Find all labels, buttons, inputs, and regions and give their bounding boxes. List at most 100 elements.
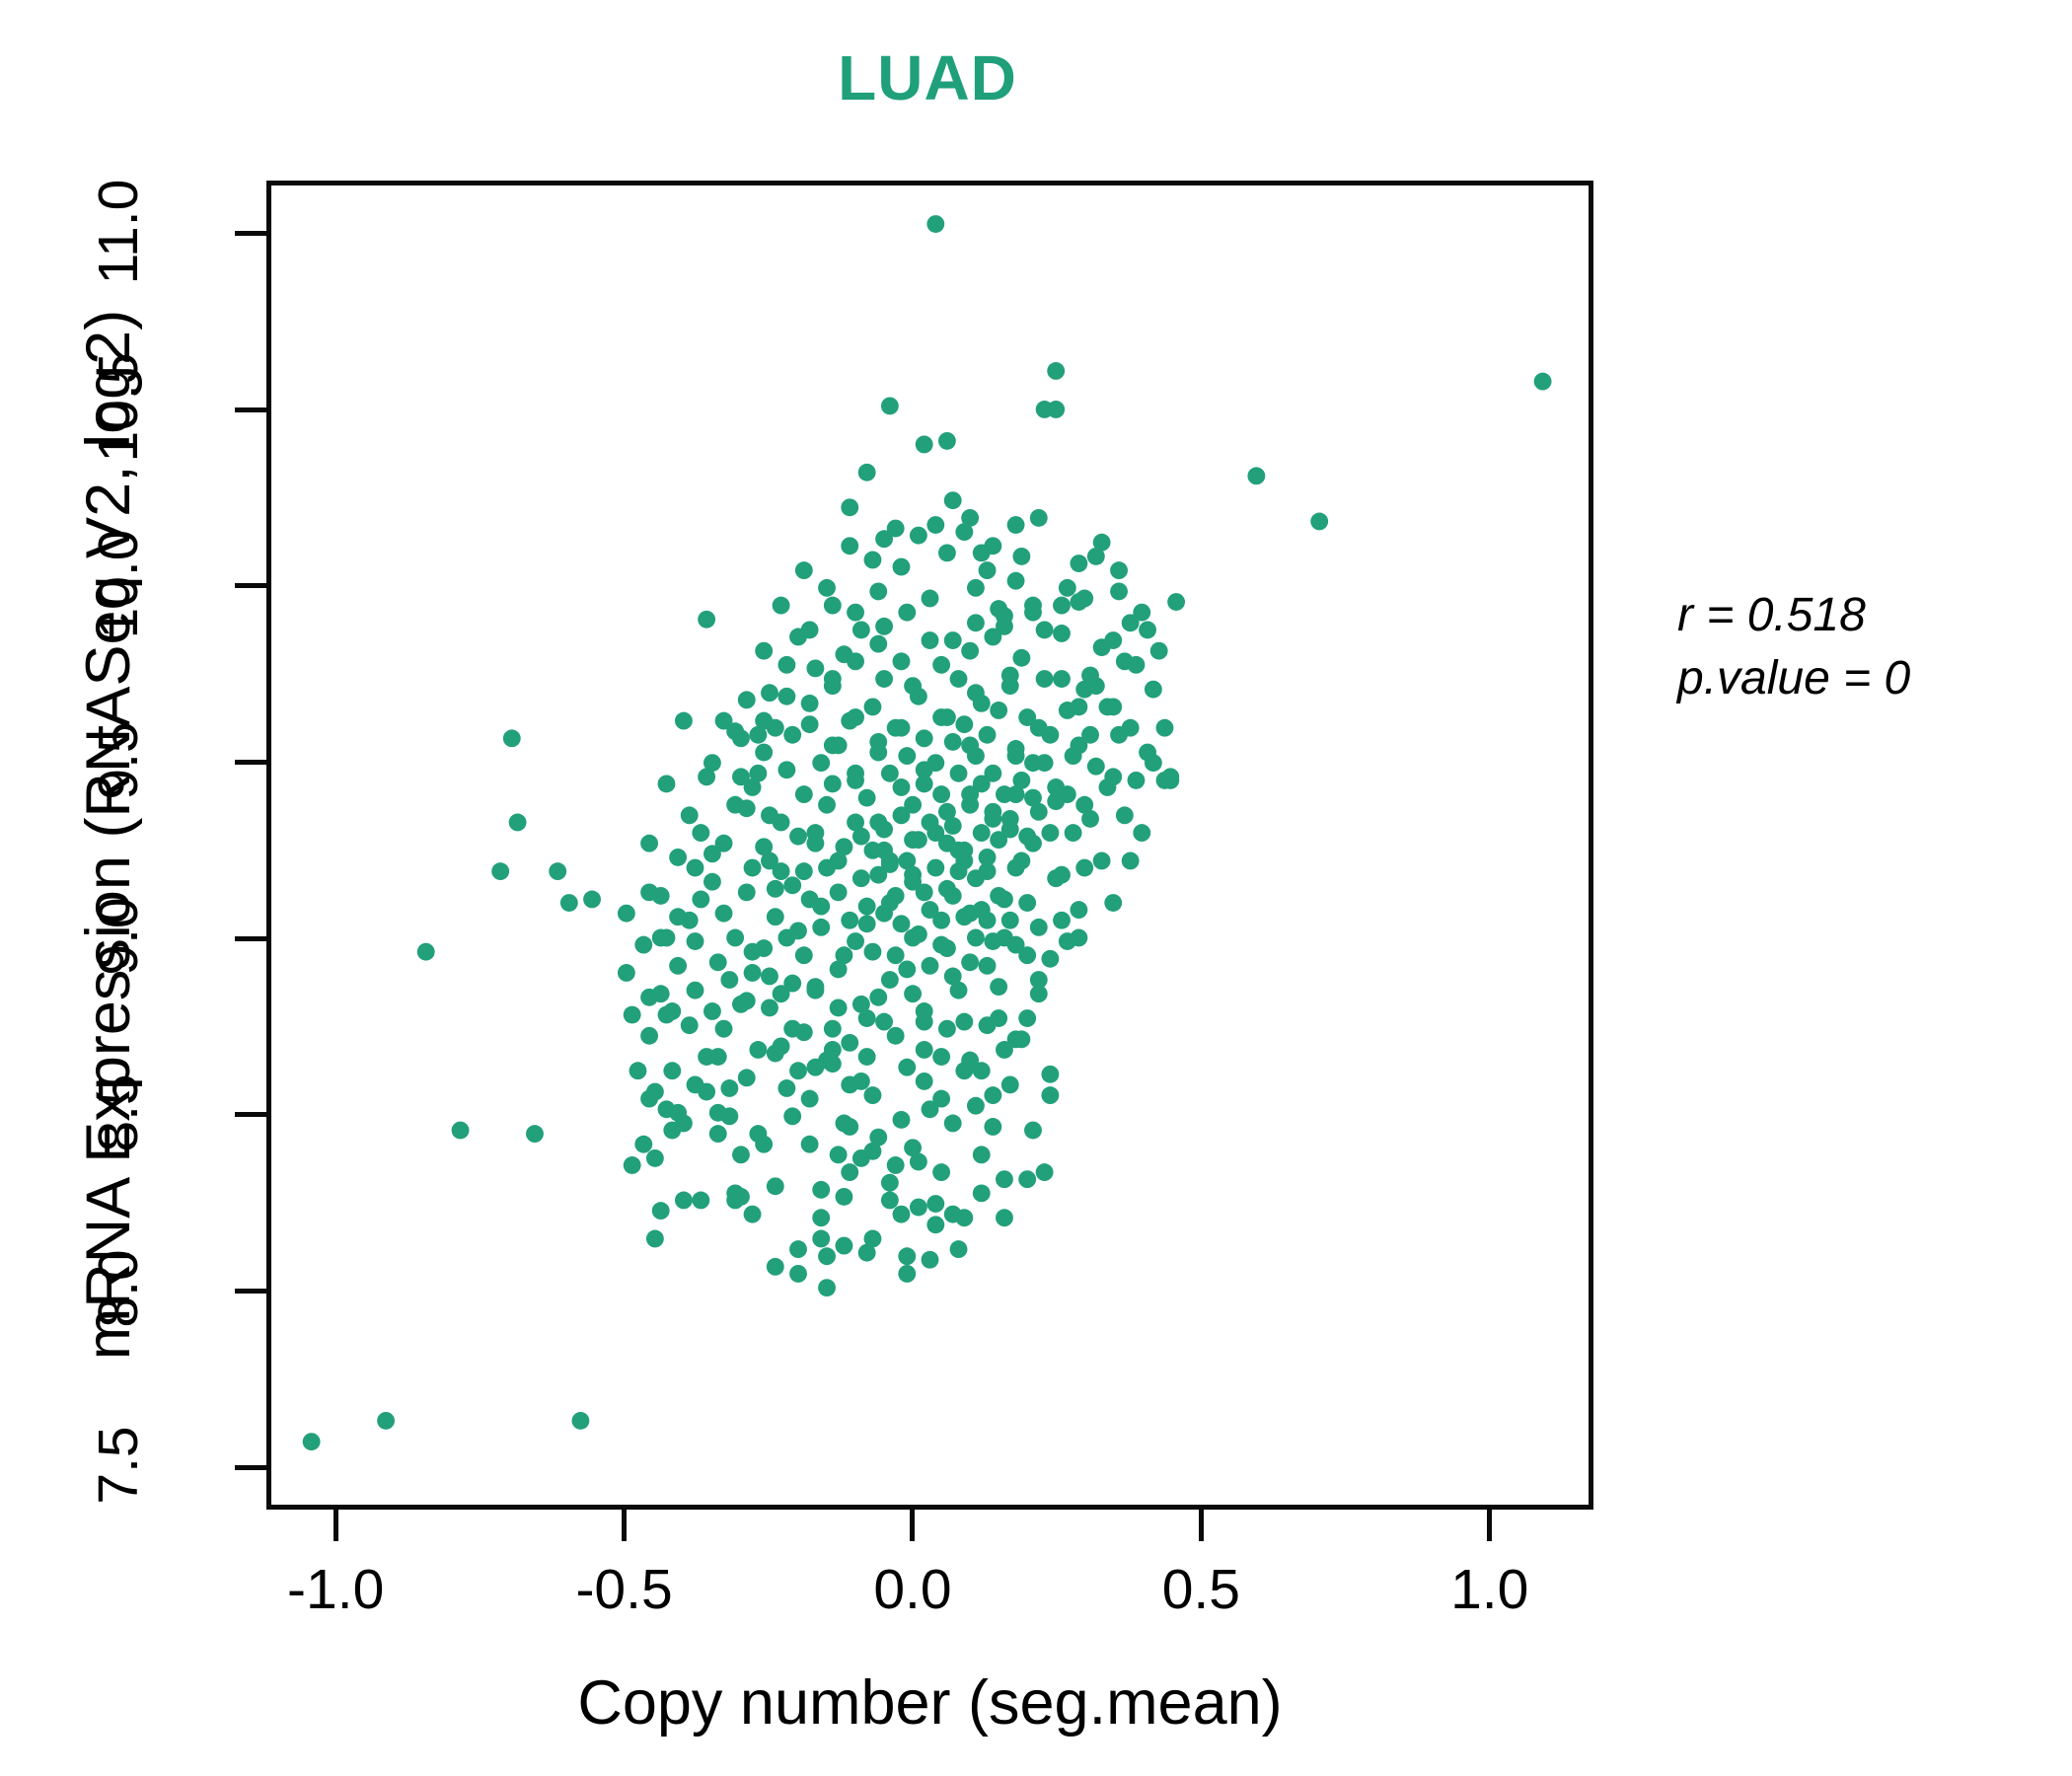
x-axis-title: Copy number (seg.mean) (577, 1668, 1283, 1738)
scatter-point (1247, 467, 1266, 485)
scatter-point (978, 725, 997, 744)
scatter-point (835, 1187, 853, 1206)
scatter-point (1144, 754, 1162, 773)
x-axis-tick (1198, 1510, 1204, 1541)
scatter-point (794, 946, 813, 965)
scatter-point (1070, 555, 1088, 572)
scatter-point (761, 851, 778, 870)
scatter-point (451, 1121, 470, 1140)
scatter-point (886, 519, 905, 538)
scatter-points-layer (302, 215, 1552, 1451)
scatter-point (800, 1089, 819, 1108)
scatter-point (617, 904, 635, 923)
scatter-point (1110, 582, 1128, 601)
scatter-point (743, 964, 762, 982)
scatter-point (491, 862, 510, 881)
scatter-point (892, 718, 911, 737)
scatter-point (829, 883, 848, 902)
scatter-point (623, 1156, 641, 1174)
scatter-point (829, 999, 848, 1017)
scatter-point (783, 1107, 802, 1126)
scatter-point (1012, 547, 1031, 565)
scatter-point (932, 785, 951, 804)
scatter-point (847, 652, 864, 671)
scatter-point (1115, 806, 1134, 825)
scatter-point (984, 809, 1002, 828)
scatter-point (812, 1180, 831, 1199)
scatter-point (526, 1125, 544, 1144)
scatter-point (1018, 1170, 1037, 1189)
scatter-point (640, 883, 659, 902)
scatter-point (1006, 571, 1025, 590)
scatter-point (961, 508, 980, 527)
scatter-point (1012, 771, 1031, 789)
scatter-point (1070, 901, 1088, 920)
scatter-point (583, 890, 601, 909)
scatter-point (800, 715, 819, 734)
scatter-point (932, 911, 951, 929)
scatter-point (898, 1247, 917, 1266)
scatter-point (789, 827, 807, 846)
scatter-point (955, 1012, 974, 1031)
scatter-point (789, 922, 807, 940)
scatter-point (1053, 911, 1071, 929)
scatter-point (857, 1048, 876, 1066)
scatter-point (996, 1170, 1013, 1189)
scatter-point (926, 824, 945, 843)
scatter-point (823, 1019, 842, 1038)
scatter-point (1167, 593, 1186, 611)
scatter-point (851, 995, 870, 1013)
scatter-point (777, 761, 796, 779)
scatter-point (943, 817, 962, 835)
scatter-point (1035, 621, 1054, 639)
scatter-point (915, 729, 933, 748)
scatter-point (1070, 736, 1088, 755)
scatter-point (794, 862, 813, 881)
x-axis-tick (1487, 1510, 1493, 1541)
scatter-point (1029, 918, 1048, 936)
scatter-point (1081, 809, 1099, 828)
scatter-point (937, 802, 956, 821)
scatter-point (880, 1173, 899, 1192)
scatter-point (812, 754, 831, 773)
scatter-point (823, 736, 842, 755)
scatter-point (898, 1058, 917, 1076)
scatter-point (749, 1041, 768, 1059)
scatter-point (915, 761, 933, 779)
scatter-point (818, 1051, 836, 1070)
scatter-point (732, 768, 750, 786)
scatter-point (898, 851, 917, 870)
scatter-point (766, 1257, 784, 1276)
scatter-point (1533, 372, 1552, 391)
scatter-point (847, 708, 864, 726)
scatter-point (904, 985, 923, 1003)
scatter-point (1029, 508, 1048, 527)
scatter-point (972, 824, 991, 843)
scatter-point (1127, 771, 1146, 789)
scatter-point (686, 932, 704, 950)
scatter-point (915, 1041, 933, 1059)
scatter-point (302, 1433, 321, 1451)
scatter-point (1029, 718, 1048, 737)
scatter-point (640, 1026, 659, 1045)
scatter-point (669, 1103, 688, 1122)
scatter-point (789, 1265, 807, 1283)
x-axis-tick-label: 1.0 (1450, 1558, 1529, 1621)
scatter-point (857, 897, 876, 916)
scatter-point (932, 1163, 951, 1182)
scatter-point (1161, 768, 1180, 786)
scatter-point (921, 1250, 939, 1269)
scatter-point (990, 600, 1008, 619)
scatter-point (937, 431, 956, 450)
scatter-point (869, 865, 888, 884)
scatter-point (990, 1009, 1008, 1027)
scatter-point (984, 1086, 1002, 1105)
scatter-point (1035, 670, 1054, 688)
scatter-point (835, 838, 853, 856)
scatter-point (984, 1118, 1002, 1136)
scatter-point (921, 901, 939, 920)
scatter-point (1075, 858, 1094, 877)
scatter-point (1155, 718, 1174, 737)
scatter-point (1086, 677, 1105, 696)
scatter-point (714, 904, 733, 923)
